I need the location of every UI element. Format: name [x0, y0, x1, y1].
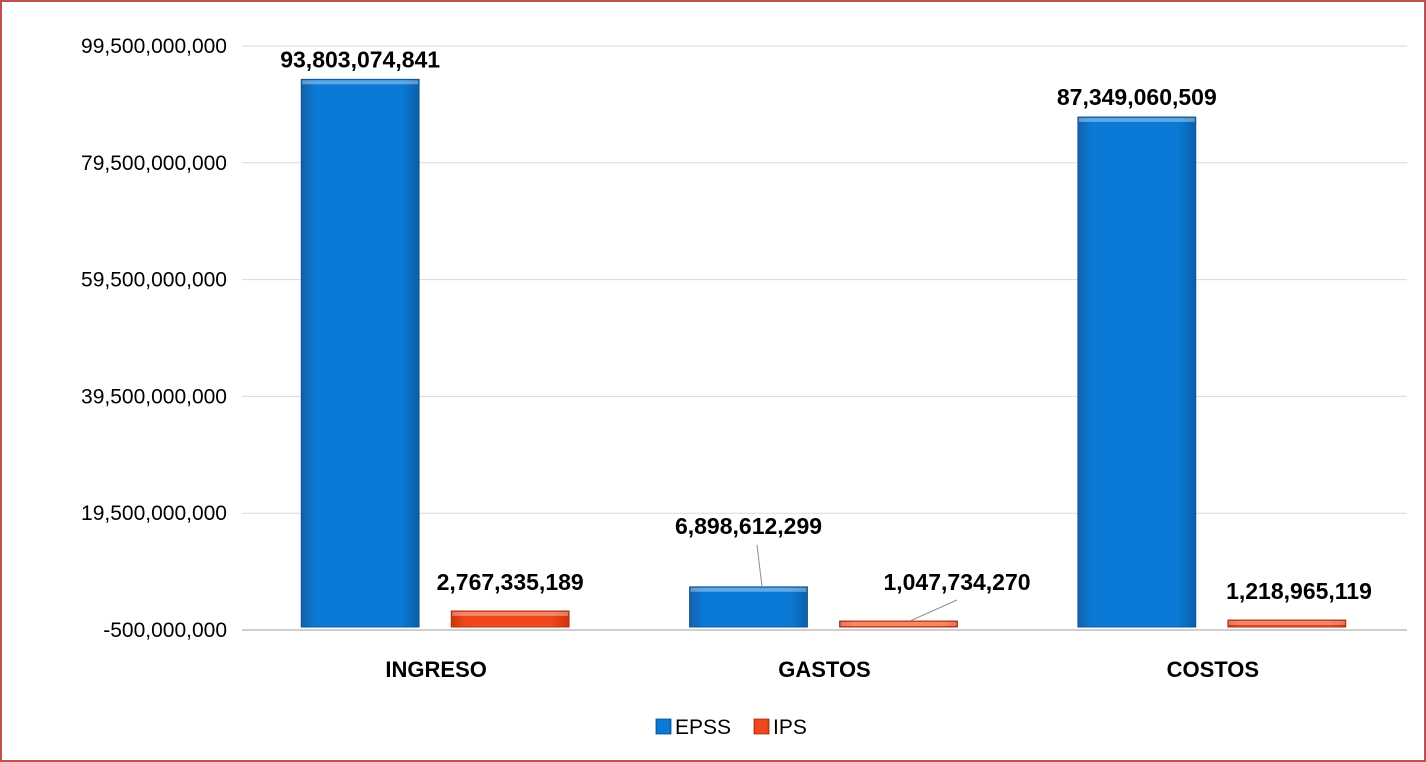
data-label: 87,349,060,509	[1057, 84, 1217, 110]
data-label: 1,047,734,270	[883, 569, 1030, 595]
y-tick-label: 59,500,000,000	[81, 269, 227, 292]
data-label: 1,218,965,119	[1226, 578, 1372, 604]
data-labels: 93,803,074,841 2,767,335,189 6,898,612,299…	[280, 46, 1372, 604]
legend-label-epss: EPSS	[675, 716, 731, 739]
legend: EPSS IPS	[655, 716, 807, 739]
legend-swatch-epss	[655, 718, 672, 735]
data-label: 93,803,074,841	[280, 46, 440, 72]
leader-line	[756, 544, 763, 587]
y-tick-label: -500,000,000	[103, 619, 227, 642]
category-label: GASTOS	[778, 657, 871, 682]
bar-epss	[689, 586, 808, 628]
leader-line	[909, 599, 958, 622]
gridlines	[242, 45, 1407, 631]
bar-bevel	[840, 621, 957, 626]
bar-ips	[1227, 619, 1347, 628]
category-label: INGRESO	[385, 657, 486, 682]
y-tick-label: 99,500,000,000	[81, 35, 227, 58]
bar-epss	[300, 78, 420, 628]
bar-ips	[450, 610, 570, 628]
legend-label-ips: IPS	[773, 716, 807, 739]
bar-ips	[839, 620, 958, 628]
y-tick-label: 79,500,000,000	[81, 152, 227, 175]
bar-bevel	[1078, 117, 1195, 122]
x-axis-categories: INGRESO GASTOS COSTOS	[385, 657, 1259, 682]
label-leaders	[756, 544, 958, 622]
y-tick-label: 39,500,000,000	[81, 385, 227, 408]
bar-bevel	[452, 611, 569, 616]
data-label: 6,898,612,299	[675, 513, 822, 539]
bars	[300, 78, 1347, 628]
bar-bevel	[302, 80, 419, 85]
bar-epss	[1077, 116, 1197, 628]
bar-bevel	[690, 587, 807, 592]
y-tick-label: 19,500,000,000	[81, 502, 227, 525]
bar-bevel	[1228, 620, 1345, 625]
legend-swatch-ips	[753, 718, 770, 735]
category-label: COSTOS	[1167, 657, 1260, 682]
y-axis-ticks: -500,000,000 19,500,000,000 39,500,000,000…	[81, 35, 227, 642]
data-label: 2,767,335,189	[437, 569, 584, 595]
